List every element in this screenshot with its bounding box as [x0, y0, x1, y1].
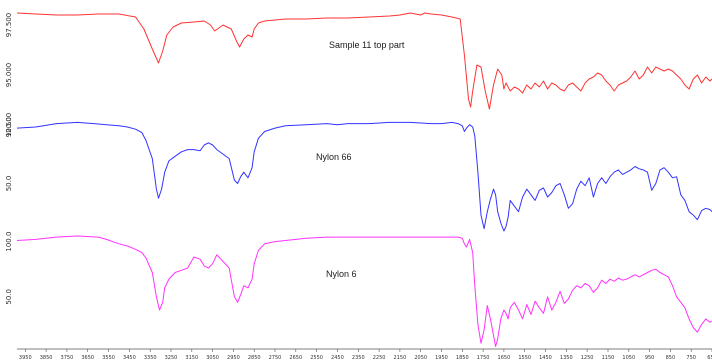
x-tick-label: 3450: [123, 355, 136, 361]
x-tick-label: 1950: [435, 355, 448, 361]
y-tick-label: 50.0: [5, 176, 13, 192]
annotation-nylon-6-label: Nylon 6: [326, 269, 357, 279]
x-tick-label: 3550: [102, 355, 115, 361]
x-tick-label: 2350: [352, 355, 365, 361]
x-tick-label: 1450: [539, 355, 552, 361]
x-tick-label: 1250: [581, 355, 594, 361]
x-tick-label: 2250: [373, 355, 386, 361]
y-tick-label: 50.0: [5, 289, 13, 305]
x-tick-label: 2650: [289, 355, 302, 361]
x-tick-label: 650: [707, 355, 712, 361]
x-tick-label: 3150: [185, 355, 198, 361]
y-tick-label: 92.500: [5, 113, 13, 138]
annotation-sample-11-label: Sample 11 top part: [329, 40, 405, 50]
x-tick-label: 2850: [248, 355, 261, 361]
x-tick-label: 3250: [165, 355, 178, 361]
spectra-lines: [16, 12, 712, 347]
series-line-sample-11-top-part: [16, 12, 712, 110]
x-tick-label: 2050: [414, 355, 427, 361]
x-tick-label: 1750: [477, 355, 490, 361]
x-tick-label: 1150: [602, 355, 615, 361]
series-line-nylon-6: [16, 235, 712, 347]
x-tick-label: 3650: [81, 355, 94, 361]
x-tick-labels: 3950 3850 3750 3650 3550 3450 3350 3250 3150 3050…: [19, 349, 712, 361]
x-tick-label: 1050: [622, 355, 635, 361]
x-tick-label: 850: [666, 355, 676, 361]
x-tick-label: 3750: [61, 355, 74, 361]
y-tick-label: 100.0: [5, 232, 13, 252]
x-tick-label: 1350: [560, 355, 573, 361]
x-tick-label: 1550: [518, 355, 531, 361]
x-tick-label: 2950: [227, 355, 240, 361]
x-tick-label: 3950: [19, 355, 32, 361]
x-tick-label: 3050: [206, 355, 219, 361]
x-tick-label: 3850: [40, 355, 53, 361]
y-tick-label: 100.0: [5, 117, 13, 137]
y-tick-label: 95.000: [5, 63, 13, 88]
x-tick-label: 2450: [331, 355, 344, 361]
x-tick-label: 3350: [144, 355, 157, 361]
annotation-nylon-66-label: Nylon 66: [316, 152, 352, 162]
x-tick-label: 2550: [310, 355, 323, 361]
x-tick-label: 750: [686, 355, 696, 361]
series-line-nylon-66: [16, 121, 712, 232]
x-tick-label: 2750: [269, 355, 282, 361]
x-tick-label: 1850: [456, 355, 469, 361]
y-tick-label: 97.500: [5, 13, 13, 38]
x-tick-label: 950: [645, 355, 655, 361]
x-tick-label: 2150: [394, 355, 407, 361]
x-tick-label: 1650: [498, 355, 511, 361]
